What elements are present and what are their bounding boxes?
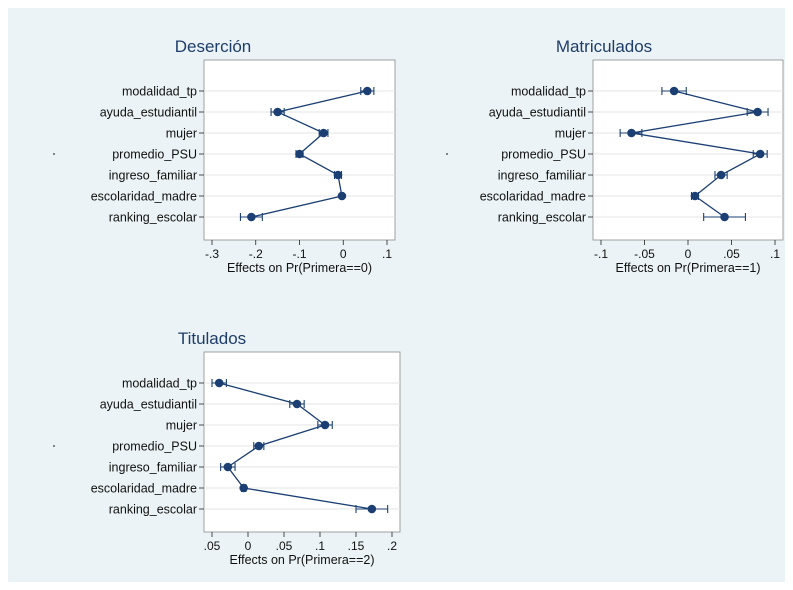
matriculados-label-promedio-PSU: promedio_PSU (501, 148, 586, 162)
desercion-label-mujer: mujer (166, 127, 197, 141)
desercion-x-axis-title: Effects on Pr(Primera==0) (227, 261, 372, 275)
titulados-point-modalidad-tp (214, 378, 224, 388)
matriculados-point-escolaridad-madre (690, 191, 700, 201)
matriculados-x-axis-title: Effects on Pr(Primera==1) (616, 261, 761, 275)
matriculados-label-mujer: mujer (555, 127, 586, 141)
desercion-point-promedio-PSU (295, 149, 304, 159)
titulados-x-axis-title: Effects on Pr(Primera==2) (230, 553, 375, 567)
desercion-x-tick-label: -.1 (292, 247, 306, 261)
matriculados-x-tick-label: .1 (770, 247, 780, 261)
desercion-x-tick-label: .1 (382, 247, 392, 261)
titulados-label-ayuda-estudiantil: ayuda_estudiantil (100, 398, 197, 412)
desercion-label-promedio-PSU: promedio_PSU (112, 148, 197, 162)
matriculados-label-ranking-escolar: ranking_escolar (498, 211, 586, 225)
matriculados-panel: Matriculados modalidad_tp ayuda_estudianti… (446, 37, 784, 275)
matriculados-point-modalidad-tp (669, 86, 679, 96)
desercion-label-ayuda-estudiantil: ayuda_estudiantil (100, 106, 197, 120)
desercion-point-ingreso-familiar (333, 170, 343, 180)
desercion-x-tick-label: -.2 (249, 247, 263, 261)
coefficient-plots: Deserciónmodalidad_tpayuda_estudiantilmu… (53, 37, 784, 567)
desercion-point-ranking-escolar (247, 212, 256, 222)
titulados-x-tick-label: 0 (245, 539, 252, 553)
matriculados-x-tick-label: -.05 (634, 247, 655, 261)
titulados-label-promedio-PSU: promedio_PSU (112, 440, 197, 454)
matriculados-label-ingreso-familiar: ingreso_familiar (498, 169, 586, 183)
matriculados-x-tick-label: -.1 (594, 247, 608, 261)
matriculados-point-ranking-escolar (720, 212, 729, 222)
titulados-point-escolaridad-madre (239, 483, 248, 493)
titulados-label-mujer: mujer (166, 419, 197, 433)
titulados-label-escolaridad-madre: escolaridad_madre (91, 482, 197, 496)
titulados-stray-dot (53, 445, 55, 447)
desercion-x-tick-label: -.3 (205, 247, 219, 261)
matriculados-label-modalidad-tp: modalidad_tp (511, 85, 586, 99)
titulados-point-promedio-PSU (254, 441, 264, 451)
matriculados-stray-dot (446, 153, 448, 155)
matriculados-label-ayuda-estudiantil: ayuda_estudiantil (489, 106, 586, 120)
desercion-label-ingreso-familiar: ingreso_familiar (109, 169, 197, 183)
desercion-x-tick-label: 0 (340, 247, 347, 261)
matriculados-title: Matriculados (556, 37, 652, 56)
titulados-point-mujer (320, 420, 330, 430)
matriculados-point-mujer (627, 128, 636, 138)
titulados-plot-area (203, 351, 401, 533)
matriculados-label-escolaridad-madre: escolaridad_madre (480, 190, 586, 204)
titulados-x-tick-label: .05 (276, 539, 293, 553)
matriculados-point-promedio-PSU (755, 149, 765, 159)
titulados-x-tick-label: .2 (387, 539, 397, 553)
matriculados-point-ayuda-estudiantil (753, 107, 762, 117)
matriculados-plot-area (592, 59, 784, 241)
desercion-point-mujer (319, 128, 328, 138)
titulados-point-ayuda-estudiantil (292, 399, 302, 409)
titulados-label-ranking-escolar: ranking_escolar (109, 503, 197, 517)
desercion-title: Deserción (175, 37, 252, 56)
desercion-panel: Deserción modalidad_tp ayuda_estudiantilmu… (53, 37, 396, 275)
titulados-x-tick-label: .05 (204, 539, 221, 553)
desercion-label-ranking-escolar: ranking_escolar (109, 211, 197, 225)
matriculados-x-tick-label: 0 (685, 247, 692, 261)
titulados-x-tick-label: .15 (348, 539, 365, 553)
titulados-label-modalidad-tp: modalidad_tp (122, 377, 197, 391)
desercion-label-escolaridad-madre: escolaridad_madre (91, 190, 197, 204)
desercion-point-escolaridad-madre (337, 191, 347, 201)
figure-background: Deserción modalidad_tp ayuda_estudiantil mu… (8, 8, 785, 582)
titulados-panel: Titulados modalidad_tp ayuda_estudiantilmu… (53, 329, 401, 567)
titulados-label-ingreso-familiar: ingreso_familiar (109, 461, 197, 475)
desercion-point-modalidad-tp (363, 86, 372, 96)
titulados-title: Titulados (178, 329, 246, 348)
matriculados-point-ingreso-familiar (716, 170, 726, 180)
desercion-label-modalidad-tp: modalidad_tp (122, 85, 197, 99)
titulados-x-tick-label: .1 (315, 539, 325, 553)
titulados-point-ingreso-familiar (223, 462, 233, 472)
matriculados-x-tick-label: .05 (723, 247, 740, 261)
desercion-stray-dot (53, 153, 55, 155)
titulados-point-ranking-escolar (367, 504, 377, 514)
desercion-point-ayuda-estudiantil (273, 107, 282, 117)
